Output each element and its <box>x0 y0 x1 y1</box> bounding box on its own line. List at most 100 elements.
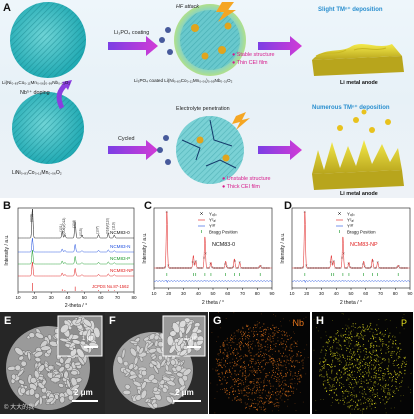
x-tick-label-4: 50 <box>82 295 88 300</box>
signal-dot <box>332 397 333 398</box>
signal-dot <box>253 381 254 382</box>
signal-dot <box>231 335 232 336</box>
electrolyte-label: Electrolyte penetration <box>176 106 230 112</box>
signal-dot <box>235 338 236 339</box>
signal-dot <box>366 383 367 384</box>
signal-dot <box>352 409 353 410</box>
signal-dot <box>369 399 370 400</box>
signal-dot <box>344 340 345 341</box>
signal-dot <box>334 392 335 393</box>
signal-dot <box>243 332 244 333</box>
noise-dot <box>387 329 388 330</box>
signal-dot <box>353 366 354 367</box>
signal-dot <box>361 337 362 338</box>
signal-dot <box>378 361 379 362</box>
noise-dot <box>296 410 297 411</box>
signal-dot <box>385 397 386 398</box>
signal-dot <box>351 383 352 384</box>
signal-dot <box>341 388 342 389</box>
signal-dot <box>261 339 262 340</box>
signal-dot <box>390 333 391 334</box>
signal-dot <box>366 380 367 381</box>
signal-dot <box>359 336 360 337</box>
signal-dot <box>346 339 347 340</box>
signal-dot <box>275 403 276 404</box>
signal-dot <box>361 334 362 335</box>
signal-dot <box>379 338 380 339</box>
bottom-bullet-1: ● Unstable structure <box>222 176 271 182</box>
signal-dot <box>251 361 252 362</box>
noise-dot <box>252 349 253 350</box>
signal-dot <box>246 355 247 356</box>
signal-dot <box>234 399 235 400</box>
noise-dot <box>229 351 230 352</box>
signal-dot <box>238 384 239 385</box>
signal-dot <box>298 371 299 372</box>
signal-dot <box>346 364 347 365</box>
signal-dot <box>273 367 274 368</box>
signal-dot <box>276 365 277 366</box>
signal-dot <box>392 336 393 337</box>
signal-dot <box>337 379 338 380</box>
signal-dot <box>250 352 251 353</box>
signal-dot <box>375 366 376 367</box>
signal-dot <box>222 345 223 346</box>
signal-dot <box>277 367 278 368</box>
signal-dot <box>393 363 394 364</box>
signal-dot <box>248 351 249 352</box>
signal-dot <box>260 362 261 363</box>
signal-dot <box>398 364 399 365</box>
signal-dot <box>273 360 274 361</box>
signal-dot <box>221 383 222 384</box>
watermark: © 大大的我 <box>4 402 34 411</box>
signal-dot <box>337 330 338 331</box>
signal-dot <box>355 402 356 403</box>
signal-dot <box>255 393 256 394</box>
signal-dot <box>252 370 253 371</box>
noise-dot <box>265 411 266 412</box>
signal-dot <box>335 378 336 379</box>
signal-dot <box>224 349 225 350</box>
signal-dot <box>274 404 275 405</box>
signal-dot <box>257 370 258 371</box>
signal-dot <box>291 387 292 388</box>
noise-dot <box>370 361 371 362</box>
signal-dot <box>376 325 377 326</box>
noise-dot <box>221 384 222 385</box>
signal-dot <box>325 355 326 356</box>
signal-dot <box>359 349 360 350</box>
noise-dot <box>276 331 277 332</box>
signal-dot <box>350 338 351 339</box>
noise-dot <box>390 320 391 321</box>
signal-dot <box>387 393 388 394</box>
noise-dot <box>298 381 299 382</box>
signal-dot <box>224 365 225 366</box>
signal-dot <box>391 352 392 353</box>
signal-dot <box>330 388 331 389</box>
noise-dot <box>331 351 332 352</box>
signal-dot <box>343 374 344 375</box>
signal-dot <box>270 392 271 393</box>
signal-dot <box>352 336 353 337</box>
signal-dot <box>394 371 395 372</box>
signal-dot <box>289 335 290 336</box>
signal-dot <box>245 367 246 368</box>
sem-particle-f <box>105 312 208 414</box>
noise-dot <box>219 355 220 356</box>
signal-dot <box>232 400 233 401</box>
signal-dot <box>372 335 373 336</box>
noise-dot <box>276 346 277 347</box>
signal-dot <box>238 378 239 379</box>
signal-dot <box>229 394 230 395</box>
signal-dot <box>331 373 332 374</box>
signal-dot <box>294 366 295 367</box>
signal-dot <box>264 402 265 403</box>
signal-dot <box>368 400 369 401</box>
signal-dot <box>349 337 350 338</box>
signal-dot <box>381 340 382 341</box>
signal-dot <box>263 407 264 408</box>
signal-dot <box>350 339 351 340</box>
inset-scale-label-e: 1 μm <box>82 336 95 342</box>
signal-dot <box>348 378 349 379</box>
signal-dot <box>381 389 382 390</box>
